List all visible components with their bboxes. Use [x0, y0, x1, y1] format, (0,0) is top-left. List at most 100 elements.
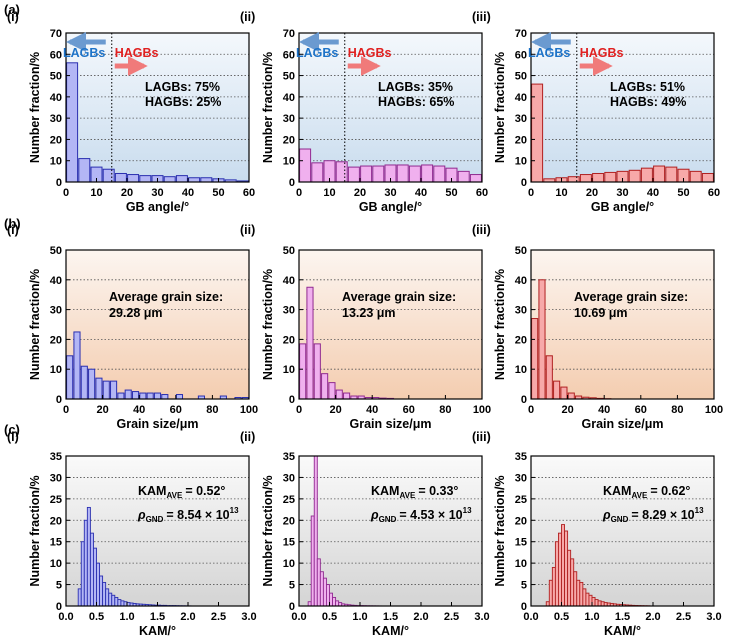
- x-tick-label: 0.5: [554, 611, 569, 623]
- x-tick-label: 20: [561, 404, 573, 416]
- bar: [114, 172, 127, 183]
- bar: [322, 577, 327, 607]
- x-tick-label: 40: [366, 404, 378, 416]
- x-tick-label: 60: [170, 404, 182, 416]
- bar: [600, 601, 605, 607]
- axes-frame: [65, 249, 250, 400]
- plot-background: [299, 33, 482, 182]
- chart-panel-0-0: (i) 0 10 20 30 40 50 60 70 0 10 20 30 40 50 60 GB angle/…: [7, 10, 255, 214]
- bar: [640, 167, 653, 183]
- y-tick-label: 0: [289, 394, 295, 406]
- bar: [108, 592, 113, 607]
- bar: [175, 175, 188, 183]
- bar: [66, 62, 79, 183]
- x-axis-label: GB angle/°: [126, 200, 189, 214]
- bar: [127, 174, 140, 183]
- y-tick-label: 5: [56, 580, 62, 592]
- bar: [313, 455, 318, 607]
- bar: [553, 380, 561, 400]
- bar: [457, 170, 470, 183]
- bar: [88, 368, 96, 400]
- bar: [558, 532, 562, 607]
- y-tick-label: 0: [521, 177, 527, 189]
- x-tick-label: 60: [635, 404, 647, 416]
- bar: [120, 600, 125, 607]
- bar: [102, 168, 115, 183]
- lagbs-label: LAGBs: [296, 46, 338, 60]
- y-tick-label: 20: [50, 334, 62, 346]
- y-tick-label: 60: [283, 49, 295, 61]
- y-tick-label: 30: [283, 113, 295, 125]
- hagbs-label: HAGBs: [115, 46, 159, 60]
- bar: [604, 171, 617, 183]
- bar: [83, 519, 88, 607]
- x-tick-label: 1.0: [119, 611, 134, 623]
- y-tick-label: 10: [515, 156, 527, 168]
- x-tick-label: 0: [63, 404, 69, 416]
- y-tick-label: 10: [50, 364, 62, 376]
- x-axis-label: Grain size/μm: [582, 417, 664, 431]
- y-tick-label: 10: [283, 364, 295, 376]
- x-tick-label: 40: [415, 187, 427, 199]
- x-tick-label: 0.5: [89, 611, 104, 623]
- bar: [328, 382, 336, 400]
- bar: [396, 164, 409, 183]
- bar: [701, 172, 714, 183]
- bar: [313, 343, 321, 400]
- bar: [95, 377, 103, 400]
- x-tick-label: 0: [528, 404, 534, 416]
- bar: [175, 394, 184, 400]
- kam-ave-annotation: KAMAVE = 0.62°: [603, 484, 690, 500]
- y-tick-label: 30: [515, 472, 527, 484]
- y-tick-label: 30: [283, 472, 295, 484]
- x-tick-label: 2.5: [211, 611, 226, 623]
- y-tick-label: 0: [521, 601, 527, 613]
- bar: [200, 177, 213, 183]
- plot-background: [531, 33, 714, 182]
- y-tick-label: 10: [283, 156, 295, 168]
- bar: [597, 600, 602, 607]
- bar: [689, 170, 702, 183]
- y-tick-label: 35: [283, 451, 295, 463]
- bar: [153, 392, 162, 400]
- x-tick-label: 0.5: [322, 611, 337, 623]
- y-tick-label: 40: [515, 275, 527, 287]
- x-tick-label: 0.0: [523, 611, 538, 623]
- y-tick-label: 30: [50, 472, 62, 484]
- bar: [188, 177, 201, 183]
- x-tick-label: 60: [708, 187, 720, 199]
- bar: [561, 524, 565, 607]
- bar: [335, 600, 340, 607]
- bar: [554, 541, 559, 607]
- y-tick-label: 50: [50, 245, 62, 257]
- bar: [311, 162, 324, 183]
- x-tick-label: 2.5: [444, 611, 459, 623]
- x-tick-label: 1.5: [150, 611, 165, 623]
- hagbs-percent: HAGBs: 49%: [610, 95, 686, 109]
- bar: [131, 391, 140, 400]
- bar: [347, 166, 360, 183]
- bar: [117, 392, 125, 400]
- x-axis-label: Grain size/μm: [117, 417, 199, 431]
- hagbs-label: HAGBs: [580, 46, 624, 60]
- plot-background: [531, 250, 714, 399]
- avg-grain-size-label: Average grain size:: [574, 290, 688, 304]
- bar: [316, 558, 321, 607]
- rho-gnd-annotation: ρGND = 4.53 × 1013: [370, 506, 472, 524]
- panel-label: (iii): [472, 10, 491, 24]
- x-tick-label: 2.0: [413, 611, 428, 623]
- y-tick-label: 5: [289, 580, 295, 592]
- bar: [105, 588, 110, 607]
- bar: [139, 175, 152, 183]
- x-tick-label: 1.5: [383, 611, 398, 623]
- row-label: (a): [4, 2, 20, 17]
- y-axis-label: Number fraction/%: [493, 269, 507, 380]
- bar: [579, 174, 592, 183]
- bar: [665, 166, 678, 183]
- y-tick-label: 25: [50, 494, 62, 506]
- x-tick-label: 80: [671, 404, 683, 416]
- x-tick-label: 40: [182, 187, 194, 199]
- y-tick-label: 0: [289, 601, 295, 613]
- y-axis-label: Number fraction/%: [493, 475, 507, 586]
